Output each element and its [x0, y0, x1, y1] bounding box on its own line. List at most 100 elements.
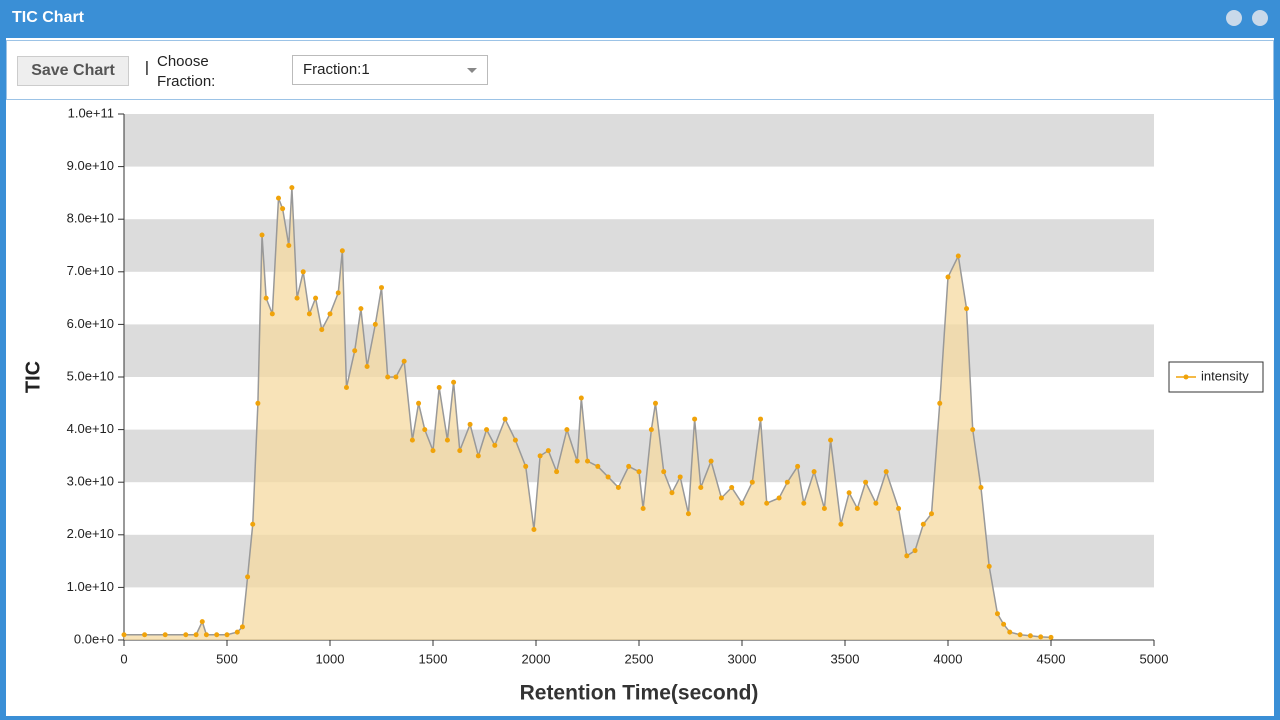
point [263, 295, 269, 301]
point [430, 448, 436, 454]
point [259, 232, 265, 238]
point [920, 521, 926, 527]
point [250, 521, 256, 527]
point [758, 416, 764, 422]
point [821, 506, 827, 511]
x-tick-label: 3500 [831, 651, 860, 666]
y-tick-label: 1.0e+10 [67, 579, 114, 594]
point [269, 311, 275, 317]
separator: | [145, 59, 149, 76]
point [648, 427, 654, 433]
point [393, 374, 399, 380]
caret [467, 68, 477, 73]
point [289, 185, 295, 191]
x-tick-label: 5000 [1140, 651, 1169, 666]
point [306, 311, 312, 317]
point [795, 463, 801, 469]
window-title: TIC Chart [12, 9, 84, 26]
point [457, 448, 463, 454]
point [1017, 632, 1023, 638]
x-tick-label: 2500 [625, 651, 654, 666]
point [945, 274, 951, 280]
choose-label: Choose Fraction: [157, 53, 216, 90]
point [873, 500, 879, 506]
y-tick-label: 6.0e+10 [67, 316, 114, 331]
minimize-button[interactable] [1226, 10, 1242, 26]
point [986, 563, 992, 569]
point [828, 437, 834, 443]
point [811, 469, 817, 475]
point [294, 295, 300, 301]
point [234, 629, 240, 635]
point [531, 527, 537, 533]
point [379, 285, 384, 291]
point [652, 400, 658, 406]
point [669, 490, 675, 496]
x-tick-label: 2000 [522, 651, 551, 666]
point [372, 321, 378, 327]
point [183, 632, 189, 638]
point [436, 385, 442, 391]
y-tick-label: 3.0e+10 [67, 474, 114, 489]
point [978, 484, 984, 490]
point [286, 243, 292, 248]
point [605, 474, 611, 480]
point [444, 437, 450, 443]
y-tick-label: 1.0e+11 [68, 105, 114, 120]
point [313, 295, 319, 301]
x-tick-label: 3000 [728, 651, 757, 666]
point [854, 506, 860, 511]
point [1007, 629, 1013, 635]
y-tick-label: 0.0e+0 [74, 631, 114, 646]
point [343, 385, 349, 391]
point [385, 374, 391, 380]
close-button[interactable] [1252, 10, 1268, 26]
legend: intensity [1168, 361, 1264, 393]
y-tick-label: 8.0e+10 [67, 211, 114, 226]
x-tick-label: 4000 [934, 651, 963, 666]
point [451, 379, 457, 385]
y-axis-title: TIC [22, 361, 44, 393]
point [422, 427, 428, 433]
save-button[interactable]: Save Chart [17, 56, 129, 86]
x-tick-label: 1500 [419, 651, 448, 666]
point [523, 463, 529, 469]
point [578, 395, 584, 401]
point [142, 632, 148, 638]
point [729, 484, 735, 490]
point [319, 327, 325, 333]
x-tick-label: 1000 [316, 651, 345, 666]
point [1038, 634, 1044, 640]
point [162, 632, 168, 638]
point [698, 484, 704, 490]
point [199, 619, 205, 625]
point [937, 400, 943, 406]
point [364, 363, 370, 369]
point [502, 416, 508, 422]
point [545, 448, 551, 454]
point [929, 511, 935, 517]
content: Save Chart | Choose Fraction: Fraction:1… [6, 38, 1274, 716]
title-bar: TIC Chart [0, 0, 1280, 38]
select-value: Fraction:1 [303, 61, 370, 78]
grid [124, 114, 1154, 588]
point [863, 479, 869, 485]
point [718, 495, 724, 501]
point [708, 458, 714, 464]
grid-band [124, 114, 1154, 167]
point [409, 437, 415, 443]
point [416, 400, 422, 406]
point [764, 500, 770, 506]
point [339, 248, 345, 254]
x-axis-title: Retention Time(second) [520, 682, 759, 705]
point [564, 427, 570, 433]
area [124, 187, 1051, 640]
fraction-select[interactable]: Fraction:1 [292, 55, 488, 85]
point [896, 506, 902, 511]
point [1048, 634, 1054, 640]
point [801, 500, 807, 506]
toolbar: Save Chart | Choose Fraction: Fraction:1 [6, 40, 1274, 100]
y-tick-label: 9.0e+10 [67, 158, 114, 173]
point [276, 195, 281, 201]
point [636, 469, 642, 475]
